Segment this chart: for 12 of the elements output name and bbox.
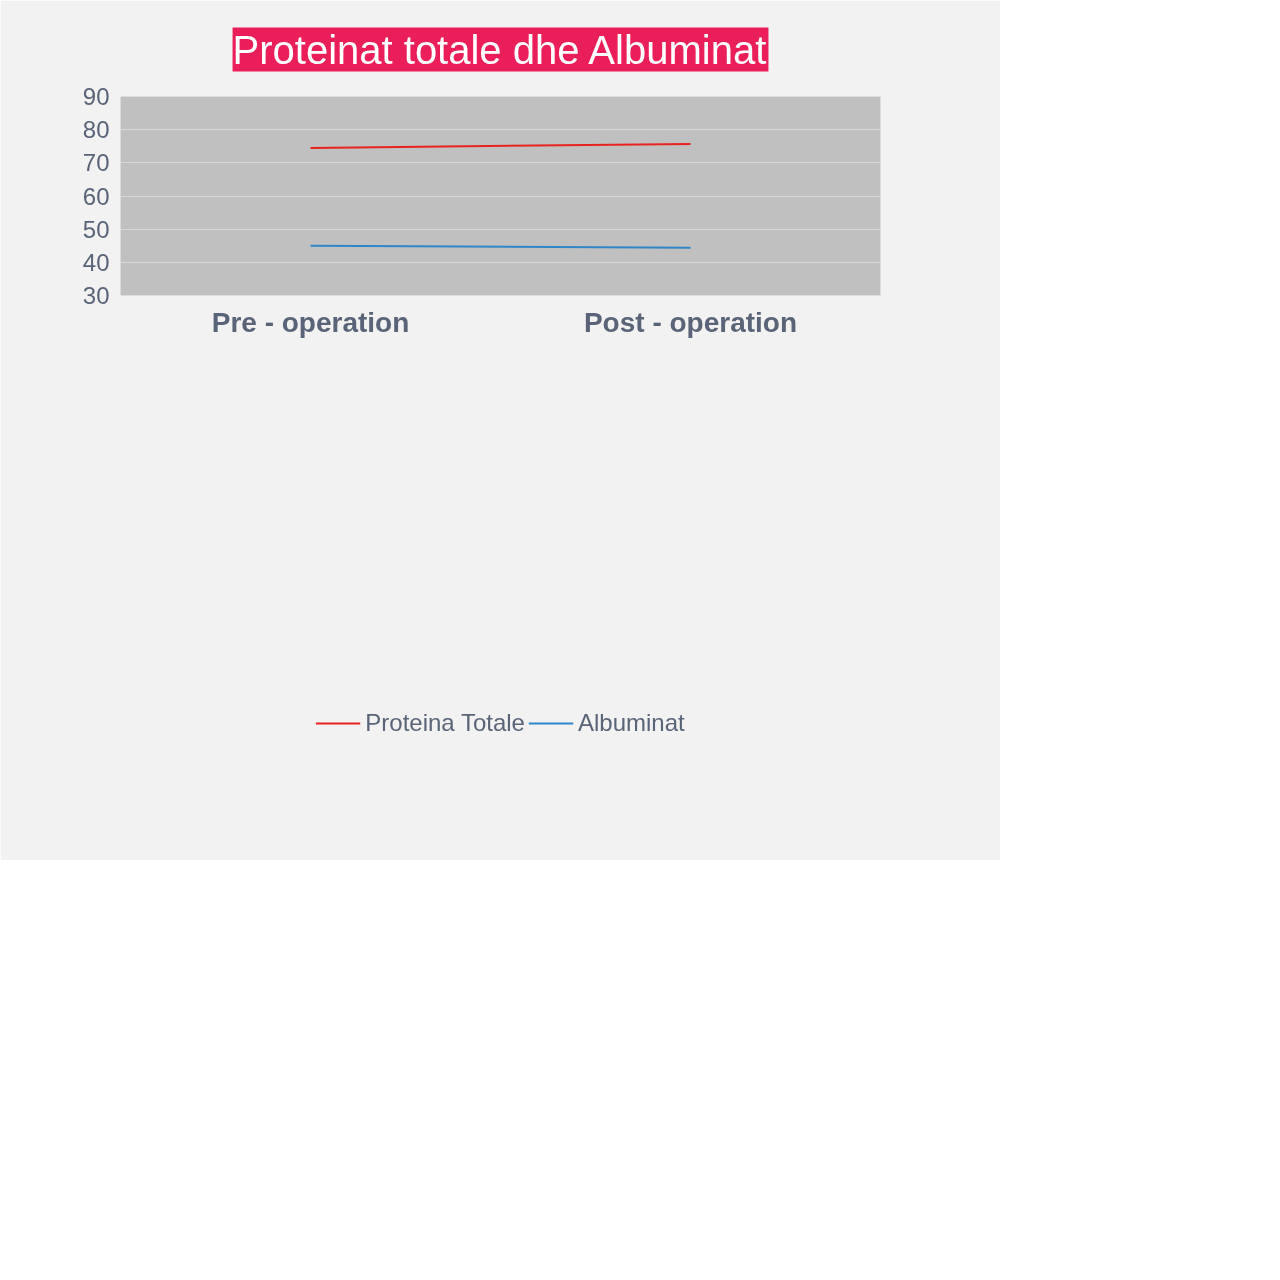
x-tick-label: Post - operation <box>583 306 798 338</box>
legend-label: Proteina Totale <box>365 709 525 737</box>
y-tick-label: 90 <box>82 83 110 110</box>
y-tick-label: 40 <box>82 248 110 276</box>
y-tick-label: 50 <box>82 215 110 243</box>
legend-label: Albuminat <box>577 709 685 737</box>
y-tick-label: 80 <box>82 116 110 144</box>
y-tick-label: 70 <box>82 149 110 177</box>
y-tick-label: 30 <box>82 282 110 309</box>
chart-title: Proteinat totale dhe Albuminat <box>232 27 767 72</box>
y-tick-label: 60 <box>82 182 110 210</box>
x-tick-label: Pre - operation <box>211 306 410 338</box>
